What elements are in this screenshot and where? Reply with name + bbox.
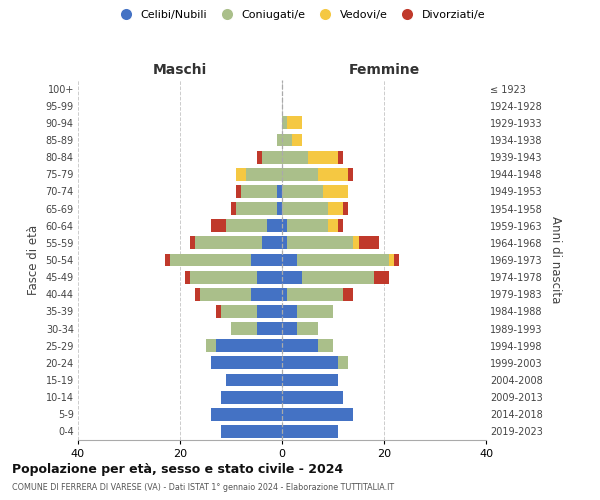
Bar xyxy=(211,220,226,232)
Bar xyxy=(302,270,374,283)
Bar xyxy=(241,185,277,198)
Bar xyxy=(349,168,353,180)
Bar xyxy=(211,356,282,370)
Bar xyxy=(257,305,282,318)
Bar xyxy=(282,168,318,180)
Bar xyxy=(282,408,353,420)
Bar xyxy=(282,270,302,283)
Bar xyxy=(298,322,318,335)
Bar xyxy=(282,116,287,130)
Bar xyxy=(200,288,251,300)
Bar xyxy=(221,425,282,438)
Bar xyxy=(196,236,262,250)
Bar xyxy=(282,340,318,352)
Bar xyxy=(236,168,247,180)
Bar xyxy=(251,254,282,266)
Bar xyxy=(231,202,236,215)
Y-axis label: Fasce di età: Fasce di età xyxy=(27,225,40,295)
Bar xyxy=(359,236,379,250)
Bar xyxy=(394,254,400,266)
Bar xyxy=(282,356,338,370)
Bar xyxy=(164,254,170,266)
Bar xyxy=(298,254,389,266)
Bar xyxy=(282,236,287,250)
Bar xyxy=(236,202,277,215)
Bar xyxy=(170,254,251,266)
Bar xyxy=(282,374,338,386)
Bar xyxy=(262,236,282,250)
Bar xyxy=(338,220,343,232)
Bar xyxy=(287,236,353,250)
Bar xyxy=(282,288,287,300)
Text: Popolazione per età, sesso e stato civile - 2024: Popolazione per età, sesso e stato civil… xyxy=(12,462,343,475)
Bar xyxy=(318,340,333,352)
Text: Femmine: Femmine xyxy=(349,62,419,76)
Bar xyxy=(247,168,282,180)
Bar xyxy=(318,168,349,180)
Text: Maschi: Maschi xyxy=(153,62,207,76)
Bar xyxy=(282,202,328,215)
Bar xyxy=(282,322,298,335)
Bar xyxy=(211,408,282,420)
Bar xyxy=(231,322,257,335)
Bar xyxy=(226,374,282,386)
Bar xyxy=(190,236,196,250)
Bar xyxy=(236,185,241,198)
Bar xyxy=(221,305,257,318)
Text: COMUNE DI FERRERA DI VARESE (VA) - Dati ISTAT 1° gennaio 2024 - Elaborazione TUT: COMUNE DI FERRERA DI VARESE (VA) - Dati … xyxy=(12,482,394,492)
Bar xyxy=(374,270,389,283)
Bar xyxy=(282,305,298,318)
Bar xyxy=(282,254,298,266)
Bar xyxy=(277,185,282,198)
Bar xyxy=(308,150,338,164)
Bar xyxy=(206,340,216,352)
Bar xyxy=(257,270,282,283)
Bar xyxy=(287,220,328,232)
Bar xyxy=(343,202,349,215)
Bar xyxy=(216,340,282,352)
Bar xyxy=(221,390,282,404)
Bar xyxy=(389,254,394,266)
Bar xyxy=(267,220,282,232)
Bar xyxy=(282,134,292,146)
Bar xyxy=(257,322,282,335)
Bar xyxy=(282,150,308,164)
Bar xyxy=(226,220,267,232)
Bar xyxy=(277,202,282,215)
Bar xyxy=(343,288,353,300)
Bar xyxy=(287,116,302,130)
Bar xyxy=(277,134,282,146)
Bar xyxy=(196,288,200,300)
Bar xyxy=(287,288,343,300)
Bar xyxy=(353,236,359,250)
Legend: Celibi/Nubili, Coniugati/e, Vedovi/e, Divorziati/e: Celibi/Nubili, Coniugati/e, Vedovi/e, Di… xyxy=(110,6,490,25)
Bar xyxy=(292,134,302,146)
Y-axis label: Anni di nascita: Anni di nascita xyxy=(550,216,562,304)
Bar xyxy=(185,270,190,283)
Bar xyxy=(338,150,343,164)
Bar xyxy=(282,425,338,438)
Bar xyxy=(251,288,282,300)
Bar xyxy=(282,220,287,232)
Bar xyxy=(216,305,221,318)
Bar xyxy=(282,185,323,198)
Bar xyxy=(338,356,349,370)
Bar xyxy=(328,202,343,215)
Bar xyxy=(323,185,349,198)
Bar xyxy=(282,390,343,404)
Bar xyxy=(257,150,262,164)
Bar xyxy=(262,150,282,164)
Bar xyxy=(190,270,257,283)
Bar xyxy=(298,305,333,318)
Bar xyxy=(328,220,338,232)
